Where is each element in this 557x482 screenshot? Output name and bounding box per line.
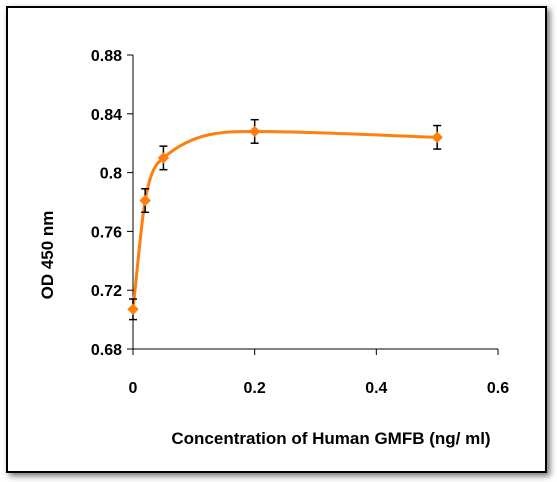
- data-point-marker: [248, 125, 261, 138]
- plot-area: [127, 118, 443, 321]
- x-tick-label: 0.2: [244, 380, 266, 397]
- data-point-marker: [127, 303, 139, 316]
- x-tick-label: 0.4: [365, 380, 387, 397]
- data-point-marker: [431, 131, 443, 144]
- chart-frame: [6, 6, 547, 473]
- x-axis-title: Concentration of Human GMFB (ng/ ml): [171, 429, 490, 448]
- y-tick-label: 0.68: [91, 342, 122, 359]
- x-ticks: 0 0.2 0.4 0.6: [129, 349, 509, 397]
- data-point-marker: [157, 152, 170, 164]
- y-tick-label: 0.72: [91, 283, 122, 300]
- x-tick-label: 0: [129, 380, 138, 397]
- x-tick-label: 0.6: [487, 380, 509, 397]
- y-tick-label: 0.88: [91, 48, 122, 65]
- y-tick-label: 0.84: [91, 107, 122, 124]
- data-point-marker: [139, 194, 151, 207]
- y-tick-label: 0.8: [100, 166, 122, 183]
- series-line: [131, 129, 438, 310]
- y-axis-title: OD 450 nm: [38, 211, 57, 300]
- y-ticks: 0.68 0.72 0.76 0.8 0.84 0.88: [91, 48, 133, 359]
- y-tick-label: 0.76: [91, 224, 122, 241]
